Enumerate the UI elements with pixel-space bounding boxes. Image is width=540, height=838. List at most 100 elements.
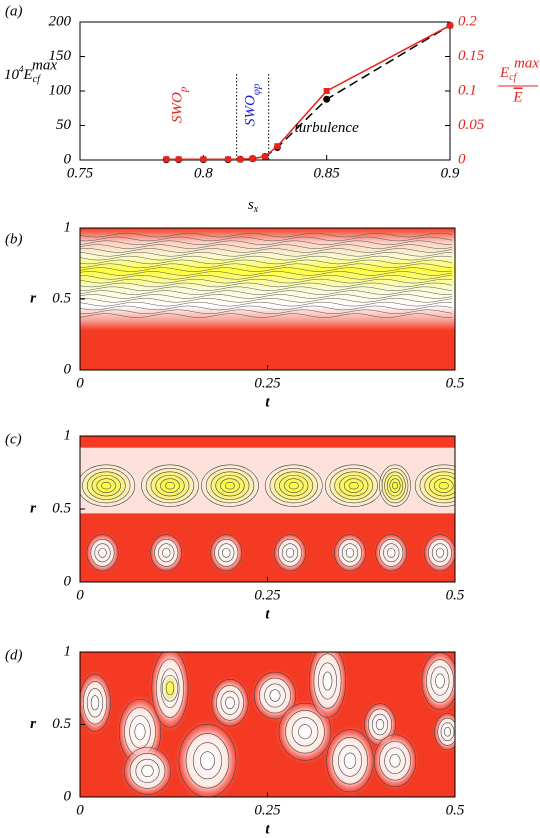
- blob: [373, 531, 410, 574]
- contour-line: [424, 471, 455, 500]
- panel: (d) 0 0.25 0.5 0 0.5 1 t r: [5, 643, 465, 837]
- y-label-symbol: E: [23, 67, 33, 83]
- y2-tick-label: 0.2: [458, 13, 477, 29]
- contour-line: [379, 464, 411, 507]
- x-tick-label: 0.5: [446, 802, 465, 818]
- contour-line: [91, 474, 121, 497]
- contour-line: [288, 481, 299, 490]
- contour-line: [86, 534, 119, 572]
- series-line: [166, 24, 451, 161]
- contour-line: [158, 543, 175, 563]
- contour-line: [210, 534, 243, 572]
- blob: [432, 710, 455, 753]
- y-label-sup: max: [32, 57, 57, 73]
- contour-line: [435, 673, 445, 689]
- contour-line: [438, 481, 449, 490]
- contour-line: [160, 668, 180, 709]
- y2-tick-label: 0.1: [458, 82, 477, 98]
- y2-label-denominator: E: [512, 89, 522, 105]
- contour-line: [384, 747, 406, 775]
- y-label-base: 10: [4, 67, 20, 83]
- contour-field: [80, 652, 455, 797]
- contour-line: [348, 481, 359, 490]
- contour-line: [134, 723, 146, 741]
- contour-line: [334, 471, 374, 500]
- contour-line: [80, 278, 453, 284]
- blob: [148, 531, 185, 574]
- contour-line: [379, 538, 404, 567]
- contour-field: [80, 436, 455, 582]
- contour-line: [225, 696, 235, 709]
- plot-frame: [79, 21, 451, 161]
- contour-line: [274, 534, 306, 572]
- contour-line: [80, 236, 453, 242]
- contour-line: [162, 547, 171, 558]
- blob: [272, 531, 308, 574]
- contour-line: [269, 468, 318, 504]
- panel-label: (c): [5, 431, 22, 447]
- contour-line: [83, 680, 108, 725]
- y-tick-label: 150: [49, 48, 72, 64]
- y-tick-label: 1: [64, 643, 72, 659]
- blob: [137, 461, 203, 510]
- annotation: SWOφp: [243, 83, 262, 126]
- contour-line: [210, 471, 250, 500]
- contour-line: [291, 717, 319, 747]
- contour-line: [80, 301, 453, 307]
- y-tick-label: 1: [64, 427, 72, 443]
- contour-line: [443, 726, 452, 737]
- contour-line: [156, 658, 184, 718]
- point: [200, 156, 207, 163]
- annotation-sub: φp: [250, 83, 262, 95]
- contour-line: [80, 294, 453, 299]
- x-axis-label: t: [265, 606, 270, 622]
- annotation: turbulence: [295, 120, 359, 136]
- contour-line: [214, 538, 239, 567]
- x-tick-label: 0.5: [446, 587, 465, 603]
- contour-line: [430, 666, 450, 696]
- contour-line: [80, 232, 453, 238]
- point: [262, 153, 268, 160]
- contour-line: [392, 481, 398, 490]
- x-axis-label: t: [265, 394, 270, 410]
- contour-line: [427, 538, 452, 567]
- point: [274, 143, 281, 150]
- y-tick-label: 200: [49, 13, 72, 29]
- point: [237, 156, 244, 163]
- y-axis-label: r: [30, 716, 36, 732]
- y2-label-numerator: Ecf: [499, 65, 518, 83]
- blob: [320, 461, 387, 510]
- panel-label: (a): [5, 3, 23, 19]
- contour-line: [222, 547, 231, 558]
- y-axis-label: 104Ecf: [4, 64, 41, 85]
- y2-label-sub: cf: [509, 72, 517, 83]
- x-tick-label: 0.25: [254, 802, 281, 818]
- contour-line: [80, 305, 453, 311]
- contour-line: [178, 724, 237, 797]
- series-line: [166, 24, 451, 161]
- contour-line: [431, 543, 449, 563]
- contour-line: [264, 683, 286, 708]
- contour-line: [192, 742, 223, 780]
- blob: [260, 461, 327, 510]
- contour-line: [80, 673, 111, 732]
- contour-line: [373, 734, 417, 788]
- contour-line: [164, 481, 176, 490]
- contour-line: [80, 271, 453, 276]
- contour-line: [220, 690, 240, 715]
- y-tick-label: 0: [64, 788, 72, 804]
- annotation-text: turbulence: [295, 120, 359, 136]
- y-tick-label: 0.5: [52, 500, 71, 516]
- contour-line: [434, 713, 455, 751]
- contour-line: [341, 543, 359, 563]
- y2-label-sup: max: [514, 55, 539, 71]
- contour-line: [387, 547, 396, 558]
- x-tick-label: 0.5: [446, 375, 465, 391]
- contour-line: [80, 275, 453, 280]
- contour-line: [129, 753, 166, 789]
- contour-line: [371, 713, 389, 736]
- contour-line: [96, 478, 117, 493]
- contour-line: [141, 764, 154, 778]
- contour-line: [200, 751, 215, 771]
- contour-line: [389, 753, 401, 768]
